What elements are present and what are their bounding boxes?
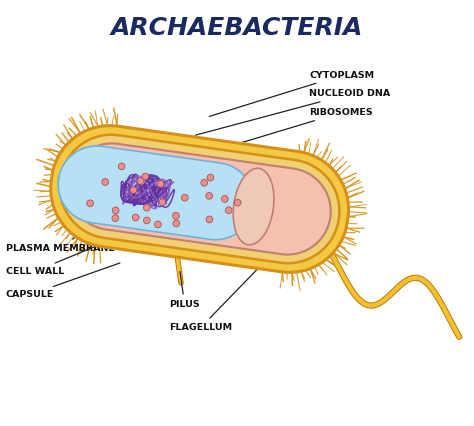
Text: PLASMA MEMBRANE: PLASMA MEMBRANE (6, 222, 115, 253)
Circle shape (207, 174, 214, 181)
Ellipse shape (233, 168, 274, 245)
Circle shape (206, 193, 212, 199)
Circle shape (112, 207, 119, 214)
Polygon shape (69, 144, 331, 255)
Circle shape (182, 194, 188, 201)
Circle shape (132, 214, 139, 221)
Polygon shape (51, 126, 348, 272)
Text: CYTOPLASM: CYTOPLASM (210, 71, 374, 116)
Text: CELL WALL: CELL WALL (6, 242, 106, 276)
Text: RIBOSOMES: RIBOSOMES (205, 108, 373, 154)
Text: PILUS: PILUS (169, 272, 200, 308)
Circle shape (221, 196, 228, 202)
Circle shape (155, 221, 161, 228)
Circle shape (173, 220, 180, 227)
Circle shape (225, 207, 232, 213)
Text: ARCHAEBACTERIA: ARCHAEBACTERIA (111, 16, 363, 40)
Text: FLAGELLUM: FLAGELLUM (169, 227, 298, 332)
Circle shape (157, 181, 164, 187)
Circle shape (102, 178, 109, 185)
Circle shape (173, 213, 179, 219)
Circle shape (206, 216, 213, 223)
Circle shape (142, 173, 148, 180)
Circle shape (130, 187, 137, 193)
Text: CAPSULE: CAPSULE (6, 263, 120, 299)
Circle shape (201, 179, 208, 186)
Circle shape (234, 199, 241, 206)
Polygon shape (58, 146, 254, 240)
Polygon shape (60, 135, 339, 263)
Circle shape (112, 215, 118, 222)
Circle shape (144, 204, 150, 211)
Text: NUCLEOID DNA: NUCLEOID DNA (195, 89, 391, 135)
Circle shape (118, 163, 125, 170)
Circle shape (159, 199, 166, 205)
Circle shape (137, 178, 144, 184)
Circle shape (144, 217, 150, 224)
Circle shape (87, 200, 93, 207)
